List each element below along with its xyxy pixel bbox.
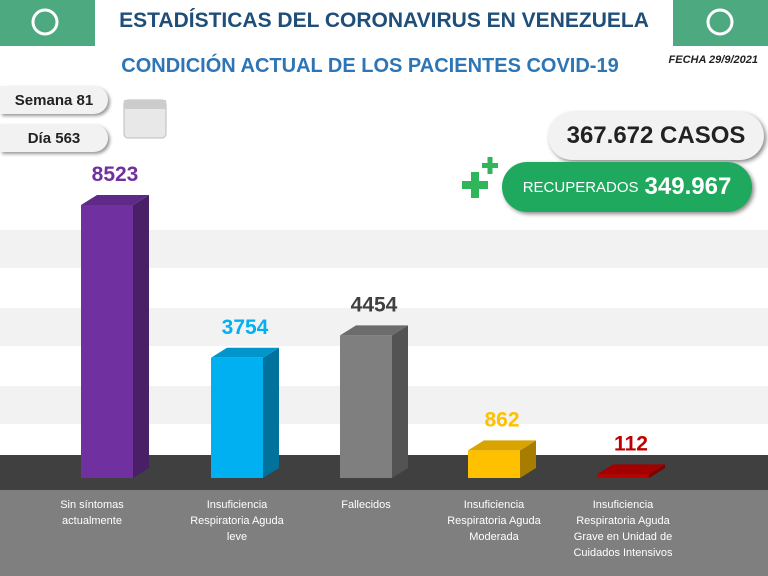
bar-top [597, 464, 665, 475]
bar [340, 335, 392, 478]
title: ESTADÍSTICAS DEL CORONAVIRUS EN VENEZUEL… [119, 9, 649, 32]
category-label: Fallecidos [341, 499, 391, 511]
category-label: Insuficiencia Respiratoria Aguda Grave e… [573, 499, 673, 559]
bar [468, 450, 520, 478]
virus-icon [706, 8, 734, 36]
value-label: 3754 [222, 316, 269, 339]
day-box: Día 563 [0, 124, 108, 152]
bar-side [263, 347, 279, 478]
value-label: 4454 [351, 293, 398, 316]
bar-side [520, 440, 536, 478]
date: FECHA 29/9/2021 [669, 54, 758, 66]
header-deco [0, 0, 95, 46]
bar-top [468, 440, 536, 451]
bar-top [340, 325, 408, 336]
value-label: 862 [484, 408, 519, 431]
category-label: Insuficiencia Respiratoria Aguda leve [190, 499, 284, 543]
bar-side [649, 464, 665, 478]
recovered-label: RECUPERADOS [522, 178, 639, 196]
value-label: 112 [614, 432, 648, 455]
bar-top [81, 195, 149, 205]
title-bg [95, 4, 673, 44]
bar [211, 357, 263, 478]
bar-top [211, 347, 279, 358]
subtitle: CONDICIÓN ACTUAL DE LOS PACIENTES COVID-… [121, 53, 618, 77]
category-label: Sin síntomas actualmente [60, 499, 124, 527]
week-box: Semana 81 [0, 86, 108, 114]
label-band [0, 490, 768, 576]
recovered-box: RECUPERADOS 349.967 [502, 162, 752, 212]
recovered-value: 349.967 [644, 173, 732, 200]
cases-box: 367.672 CASOS [548, 112, 764, 160]
plus-icon [462, 157, 498, 198]
bar [81, 205, 133, 478]
virus-icon [31, 8, 59, 36]
bar-side [133, 195, 149, 478]
bar-side [392, 325, 408, 478]
bar [597, 474, 649, 478]
value-label: 8523 [92, 163, 139, 186]
calendar-icon [123, 99, 167, 139]
category-label: Insuficiencia Respiratoria Aguda Moderad… [447, 499, 541, 543]
header-deco [673, 0, 768, 46]
